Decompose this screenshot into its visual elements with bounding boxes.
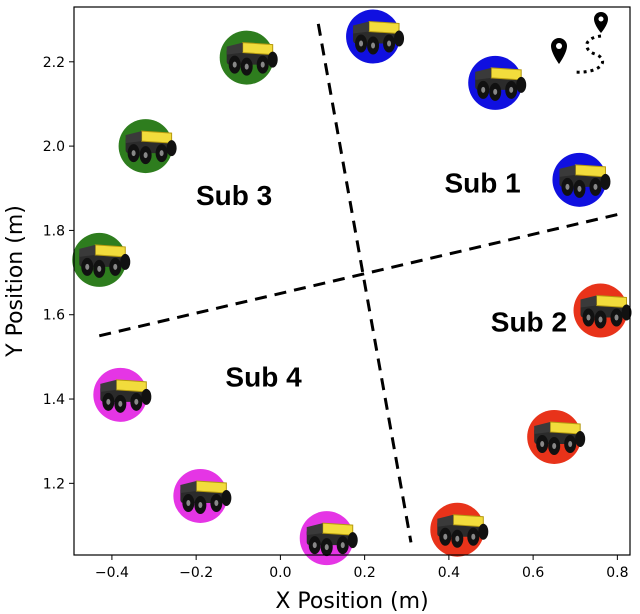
robot-point (93, 367, 152, 422)
x-tick-label: 0.2 (354, 565, 376, 581)
robot-point (527, 409, 586, 464)
x-axis-label: X Position (m) (275, 589, 428, 614)
y-tick-label: 2.0 (43, 139, 65, 155)
robot-point (573, 283, 633, 338)
region-label: Sub 1 (444, 167, 520, 198)
x-tick-label: −0.2 (179, 565, 213, 581)
robot-point (219, 30, 279, 85)
robot-point (346, 9, 405, 64)
x-tick-label: 0.8 (606, 565, 628, 581)
y-tick-label: 1.2 (43, 476, 65, 492)
robot-point (430, 502, 489, 557)
x-tick-label: −0.4 (95, 565, 129, 581)
y-ticks: 1.2 1.4 1.6 1.8 2.0 2.2 (43, 55, 74, 492)
region-label: Sub 3 (196, 180, 272, 211)
route-icon (551, 12, 608, 74)
y-tick-label: 1.8 (43, 223, 65, 239)
y-tick-label: 2.2 (43, 55, 65, 71)
x-tick-label: 0.4 (438, 565, 460, 581)
x-ticks: −0.4 −0.2 0.0 0.2 0.4 0.6 0.8 (95, 555, 628, 581)
y-axis-label: Y Position (m) (3, 205, 28, 358)
x-tick-label: 0.0 (269, 565, 291, 581)
robot-point (468, 55, 527, 110)
region-label: Sub 2 (491, 307, 567, 338)
marks-layer: Sub 1 Sub 2 Sub 3 Sub 4 (72, 9, 633, 566)
robot-point (118, 119, 178, 174)
axes-frame (73, 6, 631, 556)
robot-point (552, 152, 611, 207)
x-tick-label: 0.6 (522, 565, 544, 581)
y-tick-label: 1.6 (43, 308, 65, 324)
robot-point (72, 232, 131, 287)
y-tick-label: 1.4 (43, 392, 65, 408)
divider-vertical (316, 23, 413, 543)
divider-horizontal (98, 212, 622, 338)
robot-point (299, 511, 359, 566)
robot-point (173, 468, 232, 523)
region-label: Sub 4 (225, 361, 302, 392)
